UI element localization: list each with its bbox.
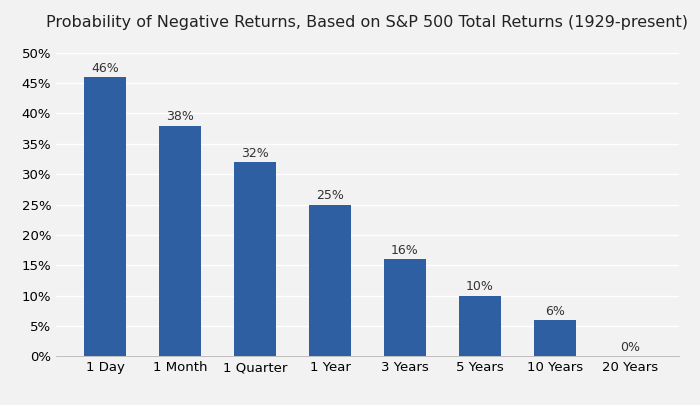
Bar [160, 126, 201, 356]
Text: 0%: 0% [620, 341, 640, 354]
Text: 46%: 46% [91, 62, 119, 75]
Bar [384, 259, 426, 356]
Bar [309, 205, 351, 356]
Text: 16%: 16% [391, 244, 419, 257]
Text: 10%: 10% [466, 280, 494, 293]
Bar [234, 162, 276, 356]
Bar [84, 77, 125, 356]
Title: Probability of Negative Returns, Based on S&P 500 Total Returns (1929-present): Probability of Negative Returns, Based o… [46, 15, 689, 30]
Text: 38%: 38% [166, 110, 194, 123]
Text: 32%: 32% [241, 147, 269, 160]
Bar [459, 296, 500, 356]
Text: 6%: 6% [545, 305, 565, 318]
Bar [534, 320, 575, 356]
Text: 25%: 25% [316, 189, 344, 202]
